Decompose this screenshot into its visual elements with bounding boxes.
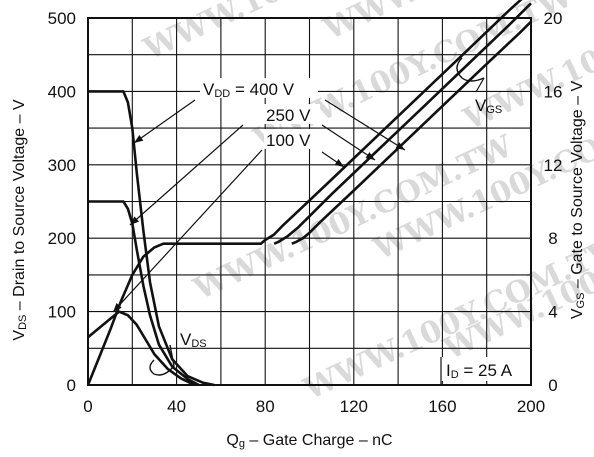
vds-label: VDS (180, 330, 207, 350)
vdd-label: VDD = 400 V (203, 80, 295, 100)
axis-titles: Qg – Gate Charge – nC VDS – Drain to Sour… (11, 81, 587, 450)
series-line-5 (291, 20, 532, 245)
x-tick-label: 80 (256, 397, 275, 416)
curves (86, 0, 532, 387)
v250-left-leader (129, 124, 244, 226)
annotation-leaders (112, 57, 485, 376)
x-tick-label: 120 (340, 397, 368, 416)
v250-right-leader-arrow (365, 152, 375, 160)
v250-right-leader (321, 124, 376, 161)
series-line-3 (86, 0, 523, 386)
y-left-tick-label: 0 (67, 376, 76, 395)
series-line-1 (88, 200, 200, 387)
v100-left-leader (112, 149, 263, 313)
id-label-bg (441, 357, 527, 381)
y-left-tick-label: 200 (48, 229, 76, 248)
v250-left-leader-arrow (130, 216, 140, 225)
vdd-400-right-leader-arrow (395, 142, 405, 150)
y-left-tick-label: 400 (48, 82, 76, 101)
vds-bracket (149, 344, 175, 376)
v100-left-leader-arrow (113, 303, 122, 312)
y-left-tick-label: 300 (48, 156, 76, 175)
v250-label: 250 V (266, 106, 311, 125)
vgs-label: VGS (475, 96, 502, 116)
y-right-tick-label: 0 (548, 376, 557, 395)
series-line-4 (273, 2, 532, 245)
x-tick-label: 200 (517, 397, 545, 416)
y-right-tick-label: 12 (544, 156, 563, 175)
y-left-tick-label: 100 (48, 303, 76, 322)
y-right-axis-title: VGS – Gate to Source Voltage – V (569, 81, 587, 320)
vdd-label-bg (200, 78, 318, 98)
y-left-tick-label: 500 (48, 9, 76, 28)
y-right-tick-label: 4 (548, 303, 557, 322)
v100-right-leader-arrow (334, 159, 344, 167)
x-tick-label: 0 (83, 397, 92, 416)
v250-label-bg (264, 104, 320, 124)
v100-label-bg (264, 129, 320, 149)
vdd-400-left-leader (133, 99, 196, 144)
vdd-400-right-leader (324, 99, 406, 151)
id-label: ID = 25 A (446, 361, 513, 381)
annotations: VDD = 400 V 250 V 100 V VGS VDS ID = 25 A (180, 78, 527, 385)
y-right-tick-label: 8 (548, 229, 557, 248)
series-line-0 (88, 90, 215, 387)
x-tick-label: 40 (167, 397, 186, 416)
y-right-tick-label: 16 (544, 82, 563, 101)
vdd-400-left-leader-arrow (134, 134, 144, 143)
vgs-leader (475, 77, 485, 93)
y-left-axis-title: VDS – Drain to Source Voltage – V (11, 99, 29, 341)
v100-label: 100 V (266, 131, 311, 150)
x-axis-title: Qg – Gate Charge – nC (226, 432, 392, 450)
x-tick-label: 160 (428, 397, 456, 416)
vgs-bracket (456, 57, 485, 82)
y-right-tick-label: 20 (544, 9, 563, 28)
